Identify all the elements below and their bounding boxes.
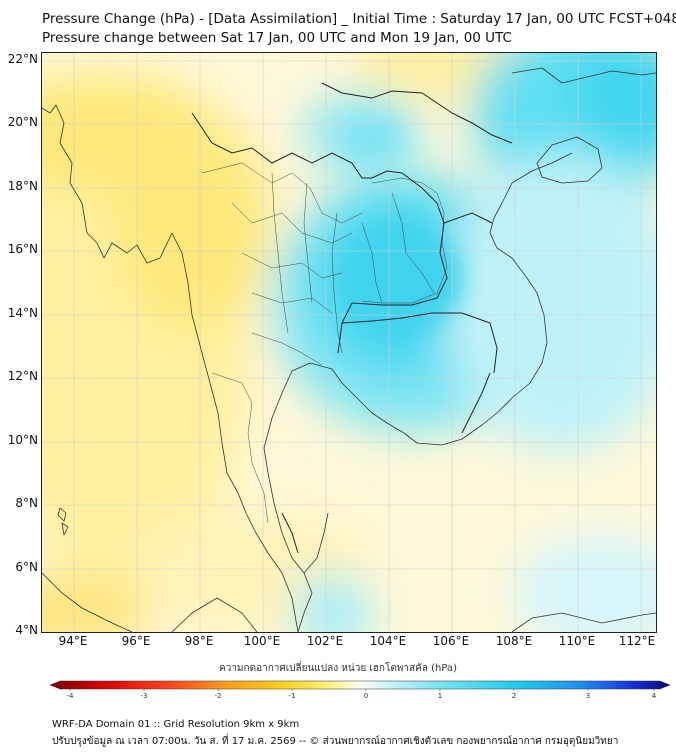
cbar-tick-3: 3: [586, 692, 590, 699]
chart-title: Pressure Change (hPa) - [Data Assimilati…: [42, 11, 676, 27]
lon-label-110e: 110°E: [558, 634, 596, 648]
lon-label-112e: 112°E: [618, 634, 656, 648]
lat-label-8n: 8°N: [15, 496, 38, 510]
lat-label-22n: 22°N: [7, 52, 38, 66]
map-canvas: [42, 53, 656, 632]
cbar-tick-1: 1: [438, 692, 442, 699]
coastlines: [42, 67, 656, 632]
footer-credit: ปรับปรุงข้อมูล ณ เวลา 07:00น. วัน ส. ที่…: [52, 736, 619, 747]
lon-label-100e: 100°E: [243, 634, 281, 648]
colorbar: -4 -3 -2 -1 0 1 2 3 4: [50, 680, 670, 699]
lat-label-4n: 4°N: [15, 623, 38, 637]
cbar-tick-neg4: -4: [67, 692, 75, 699]
cbar-tick-0: 0: [364, 692, 368, 699]
lon-label-108e: 108°E: [495, 634, 533, 648]
lat-label-12n: 12°N: [7, 369, 38, 383]
lon-label-96e: 96°E: [121, 634, 151, 648]
lat-label-10n: 10°N: [7, 433, 38, 447]
lat-label-20n: 20°N: [7, 115, 38, 129]
lon-label-104e: 104°E: [369, 634, 407, 648]
cbar-tick-neg1: -1: [289, 692, 296, 699]
cbar-tick-2: 2: [512, 692, 516, 699]
footer-model-info: WRF-DA Domain 01 :: Grid Resolution 9km …: [52, 719, 300, 730]
lat-label-16n: 16°N: [7, 242, 38, 256]
cbar-tick-4: 4: [652, 692, 657, 699]
lat-label-14n: 14°N: [7, 306, 38, 320]
pressure-change-map[interactable]: [41, 52, 657, 633]
lon-label-98e: 98°E: [184, 634, 214, 648]
cbar-tick-neg2: -2: [215, 692, 222, 699]
lon-label-106e: 106°E: [432, 634, 470, 648]
graticule: [42, 53, 656, 632]
lon-label-94e: 94°E: [58, 634, 88, 648]
province-borders: [201, 162, 448, 524]
lat-label-18n: 18°N: [7, 179, 38, 193]
chart-subtitle: Pressure change between Sat 17 Jan, 00 U…: [42, 30, 512, 46]
lon-label-102e: 102°E: [306, 634, 344, 648]
cbar-tick-neg3: -3: [141, 692, 148, 699]
colorbar-title: ความกดอากาศเปลี่ยนแปลง หน่วย เฮกโตพาสคัล…: [219, 663, 457, 674]
lat-label-6n: 6°N: [15, 560, 38, 574]
country-borders: [191, 82, 513, 554]
